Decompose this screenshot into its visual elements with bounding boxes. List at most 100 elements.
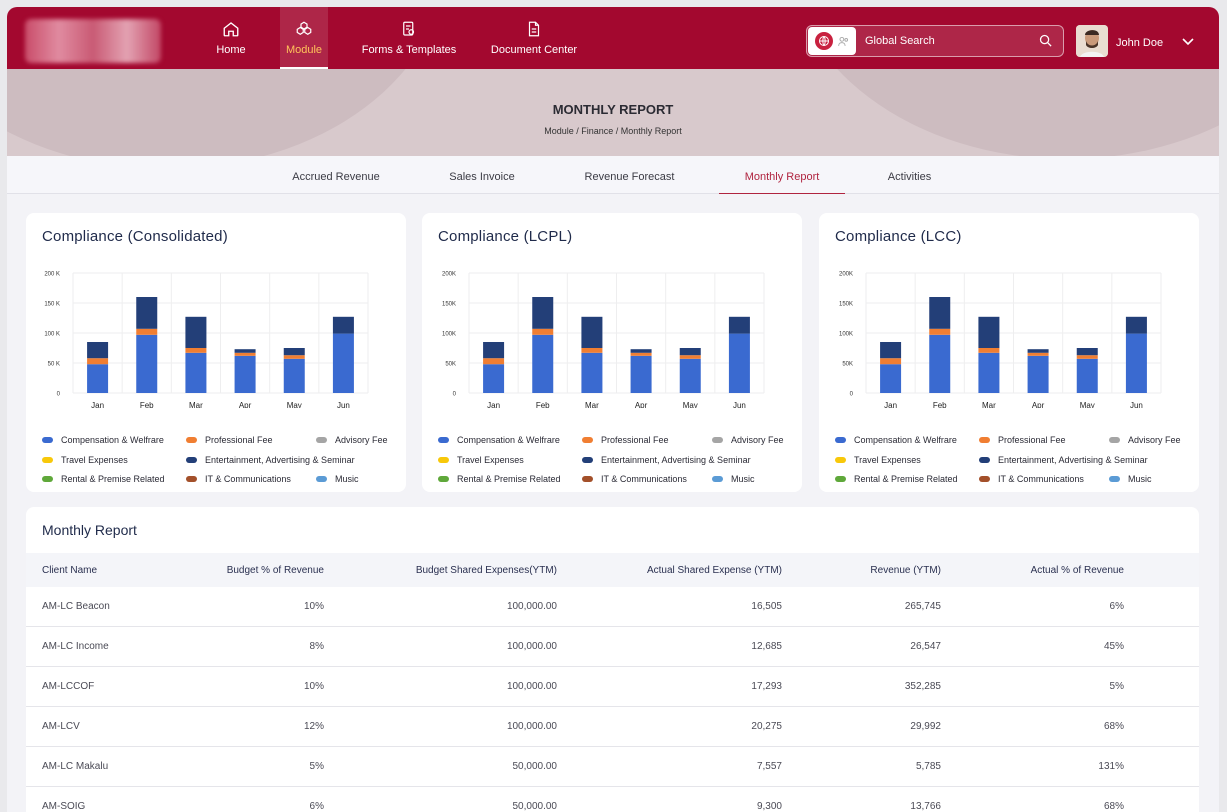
bar-segment	[679, 358, 701, 393]
column-header[interactable]: Budget % of Revenue	[226, 565, 324, 576]
x-tick-label: Jun	[1130, 401, 1143, 408]
legend-item[interactable]: Advisory Fee	[1109, 435, 1181, 445]
avatar[interactable]	[1076, 25, 1108, 57]
legend-item[interactable]: IT & Communications	[582, 474, 687, 484]
global-search[interactable]: Global Search	[806, 25, 1064, 57]
legend-item[interactable]: Rental & Premise Related	[438, 474, 561, 484]
x-tick-label: Feb	[933, 401, 947, 408]
bar-segment	[728, 333, 750, 393]
legend-label: Music	[335, 474, 359, 484]
bar-segment	[581, 316, 603, 348]
legend-swatch	[1109, 437, 1120, 443]
legend-item[interactable]: Compensation & Welfrare	[438, 435, 560, 445]
search-scope-toggle[interactable]	[808, 27, 856, 55]
top-navigation-bar: Home Module Forms & Templates Document C…	[7, 7, 1219, 69]
bar-segment	[880, 358, 902, 365]
brand-logo[interactable]	[25, 19, 161, 63]
legend-item[interactable]: Rental & Premise Related	[42, 474, 165, 484]
table-cell: 68%	[1103, 801, 1124, 812]
x-tick-label: Mar	[189, 401, 203, 408]
y-tick-label: 100K	[442, 332, 456, 338]
legend-item[interactable]: IT & Communications	[186, 474, 291, 484]
table-cell: AM-LC Makalu	[42, 761, 109, 772]
nav-home-label: Home	[216, 44, 246, 56]
table-row[interactable]: AM-LC Beacon 10% 100,000.00 16,505 265,745 6%	[26, 587, 1199, 627]
legend-swatch	[979, 476, 990, 482]
bar-segment	[1125, 316, 1147, 334]
legend-item[interactable]: Advisory Fee	[316, 435, 388, 445]
column-header[interactable]: Actual Shared Expense (YTM)	[646, 565, 782, 576]
tab-sales-invoice[interactable]: Sales Invoice	[449, 171, 515, 183]
legend-item[interactable]: Travel Expenses	[438, 455, 524, 465]
chevron-down-icon[interactable]	[1182, 38, 1194, 46]
x-tick-label: Apr	[635, 401, 648, 408]
legend-item[interactable]: Entertainment, Advertising & Seminar	[582, 455, 751, 465]
legend-item[interactable]: Travel Expenses	[42, 455, 128, 465]
column-header[interactable]: Actual % of Revenue	[1030, 565, 1124, 576]
bar-segment	[978, 348, 1000, 353]
tab-monthly-report[interactable]: Monthly Report	[719, 156, 845, 194]
table-row[interactable]: AM-LC Makalu 5% 50,000.00 7,557 5,785 131%	[26, 747, 1199, 787]
table-cell: AM-SOIG	[42, 801, 86, 812]
legend-item[interactable]: Professional Fee	[979, 435, 1066, 445]
nav-document-center[interactable]: Document Center	[484, 7, 584, 69]
legend-item[interactable]: Professional Fee	[582, 435, 669, 445]
table-cell: AM-LC Beacon	[42, 601, 110, 612]
bar-segment	[185, 316, 207, 348]
legend-item[interactable]: Compensation & Welfrare	[42, 435, 164, 445]
legend-item[interactable]: Travel Expenses	[835, 455, 921, 465]
table-row[interactable]: AM-LCCOF 10% 100,000.00 17,293 352,285 5%	[26, 667, 1199, 707]
table-cell: 16,505	[751, 601, 782, 612]
page-header-banner: MONTHLY REPORT Module / Finance / Monthl…	[7, 69, 1219, 156]
table-cell: 50,000.00	[512, 761, 558, 772]
bar-chart-lcc: 0 50K 100K 150K 200K Jan Feb Mar Apr May Jun	[839, 272, 1162, 408]
y-tick-label: 50K	[445, 362, 456, 368]
legend-swatch	[582, 437, 593, 443]
legend-swatch	[186, 437, 197, 443]
tab-revenue-forecast[interactable]: Revenue Forecast	[584, 171, 675, 183]
globe-icon	[814, 32, 833, 50]
legend-label: Compensation & Welfrare	[854, 435, 957, 445]
legend-item[interactable]: Rental & Premise Related	[835, 474, 958, 484]
column-header[interactable]: Client Name	[42, 565, 98, 576]
bar-segment	[1027, 349, 1049, 353]
table-cell: 265,745	[904, 601, 941, 612]
nav-home[interactable]: Home	[207, 7, 255, 69]
bar-segment	[679, 355, 701, 359]
users-icon	[837, 36, 848, 46]
legend-swatch	[186, 476, 197, 482]
legend-item[interactable]: Music	[1109, 474, 1152, 484]
app-window: Home Module Forms & Templates Document C…	[7, 7, 1219, 812]
tab-accrued-revenue[interactable]: Accrued Revenue	[292, 171, 380, 183]
y-tick-label: 50 K	[48, 362, 60, 368]
table-cell: 6%	[309, 801, 324, 812]
bar-segment	[1125, 333, 1147, 393]
legend-item[interactable]: Entertainment, Advertising & Seminar	[979, 455, 1148, 465]
legend-item[interactable]: Entertainment, Advertising & Seminar	[186, 455, 355, 465]
table-row[interactable]: AM-LCV 12% 100,000.00 20,275 29,992 68%	[26, 707, 1199, 747]
column-header[interactable]: Budget Shared Expenses(YTM)	[415, 565, 557, 576]
search-input[interactable]: Global Search	[865, 35, 935, 47]
tab-activities[interactable]: Activities	[887, 171, 932, 183]
table-cell: 9,300	[756, 801, 782, 812]
table-cell: 26,547	[910, 641, 941, 652]
legend-item[interactable]: Professional Fee	[186, 435, 273, 445]
column-header[interactable]: Revenue (YTM)	[870, 565, 941, 576]
breadcrumb: Module / Finance / Monthly Report	[544, 126, 682, 136]
legend-item[interactable]: Music	[316, 474, 359, 484]
x-tick-label: May	[1080, 401, 1095, 408]
legend-item[interactable]: Compensation & Welfrare	[835, 435, 957, 445]
legend-item[interactable]: Advisory Fee	[712, 435, 784, 445]
x-tick-label: Jun	[733, 401, 746, 408]
legend-item[interactable]: IT & Communications	[979, 474, 1084, 484]
bar-segment	[483, 342, 505, 359]
table-row[interactable]: AM-LC Income 8% 100,000.00 12,685 26,547 45%	[26, 627, 1199, 667]
nav-forms-label: Forms & Templates	[361, 44, 457, 56]
table-row[interactable]: AM-SOIG 6% 50,000.00 9,300 13,766 68%	[26, 787, 1199, 812]
legend-item[interactable]: Music	[712, 474, 755, 484]
nav-module[interactable]: Module	[280, 7, 328, 69]
legend-label: Professional Fee	[601, 435, 669, 445]
nav-forms-templates[interactable]: Forms & Templates	[357, 7, 461, 69]
search-icon[interactable]	[1038, 33, 1053, 48]
user-name[interactable]: John Doe	[1116, 37, 1164, 49]
